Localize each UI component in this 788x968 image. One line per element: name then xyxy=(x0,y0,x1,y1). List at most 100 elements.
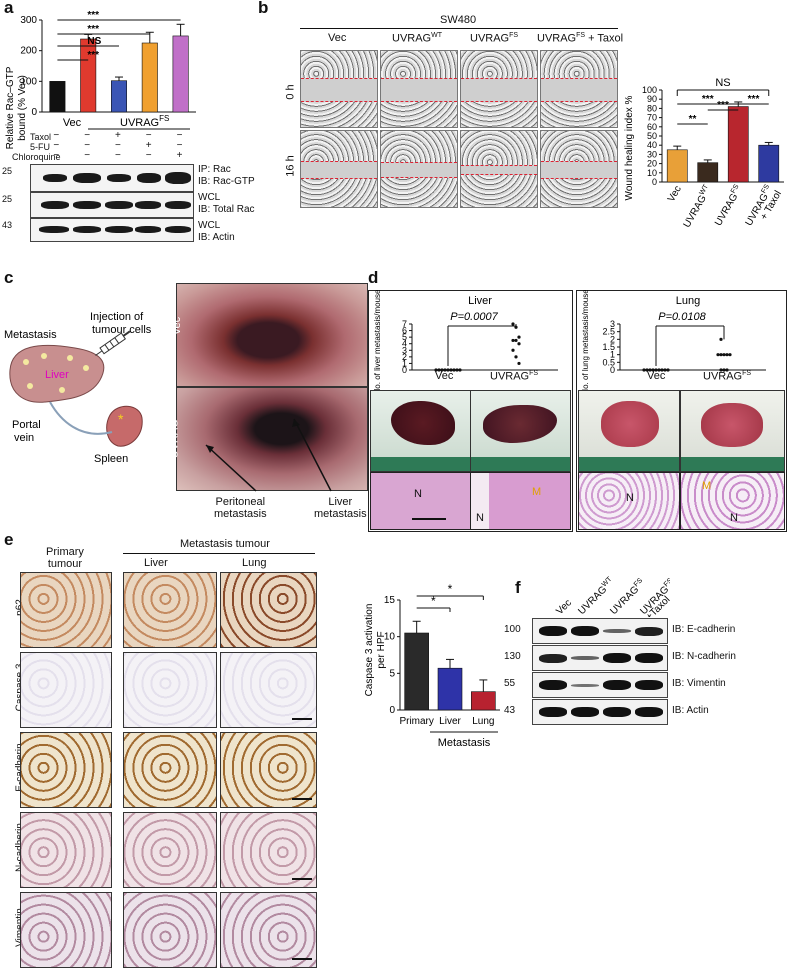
blot-a2-label2: IB: Total Rac xyxy=(198,204,255,215)
f-band xyxy=(571,656,599,660)
f-band xyxy=(571,626,599,636)
wound-gap xyxy=(461,78,537,102)
e-col-lung: Lung xyxy=(242,557,267,569)
treat-mark: − xyxy=(145,130,152,141)
y-tick-label: 0 xyxy=(610,365,615,375)
panel-b-title-rule xyxy=(300,28,618,29)
liver-x-vec: Vec xyxy=(435,370,454,382)
f-lane-vec: Vec xyxy=(554,598,574,617)
y-tick-label: 1.5 xyxy=(602,342,615,352)
panel-letter-b: b xyxy=(258,0,269,17)
lung-chart-ylabel: No. of lung metastasis/mouse xyxy=(581,290,590,390)
data-point xyxy=(455,368,459,372)
e-chart-significance: ** xyxy=(416,582,484,612)
ihc-cell-r3c0 xyxy=(20,812,112,888)
photo-arrows xyxy=(205,418,332,492)
ihc-cell-r1c1 xyxy=(123,652,217,728)
histo-scale-bar xyxy=(412,518,446,520)
treat-mark: + xyxy=(145,140,152,151)
panel-b-title: SW480 xyxy=(440,14,477,26)
panel-b-row-16h: 16 h xyxy=(284,155,297,177)
histo-letter-1: N xyxy=(414,488,422,500)
f-mw-2: 55 xyxy=(504,678,516,689)
y-tick-label: 70 xyxy=(647,113,657,123)
histo-lung-uvragfs xyxy=(680,472,785,530)
portal-vein xyxy=(49,401,113,435)
x-label-1: UVRAGWT xyxy=(681,183,715,230)
panel-b-col-fs-taxol: UVRAGFS + Taxol xyxy=(537,32,624,45)
data-point xyxy=(511,322,515,326)
panel-letter-a: a xyxy=(4,0,14,17)
panel-b-col-fs: UVRAGFS xyxy=(470,32,519,45)
treat-mark: − xyxy=(176,130,183,141)
y-tick-label: 90 xyxy=(647,94,657,104)
ihc-cell-r3c2 xyxy=(220,812,317,888)
data-point xyxy=(654,368,658,372)
f-label-0: IB: E-cadherin xyxy=(672,624,736,635)
treat-mark: − xyxy=(115,140,121,151)
treat-label-5fu: 5-FU xyxy=(30,142,50,152)
f-band xyxy=(603,680,631,690)
treat-mark: − xyxy=(53,150,60,161)
x-label-0: Vec xyxy=(666,184,684,204)
data-point xyxy=(648,368,652,372)
e-col-liver: Liver xyxy=(144,557,168,569)
sig-label: NS xyxy=(87,36,101,47)
panel-letter-e: e xyxy=(4,530,14,549)
y-tick-label: 40 xyxy=(647,140,657,150)
y-tick-label: 7 xyxy=(402,319,407,329)
blot-a3-label2: IB: Actin xyxy=(198,232,235,243)
bar-2 xyxy=(727,106,749,183)
histo-liver-uvragfs xyxy=(470,472,571,530)
data-point xyxy=(452,368,456,372)
x-label-3: UVRAGFS+ Taxol xyxy=(743,183,784,233)
e-chart-xlabels: Primary Liver Lung xyxy=(399,716,494,727)
data-point xyxy=(443,368,447,372)
panel-c-diagram: Metastasis Injection of tumour cells Liv… xyxy=(4,311,152,465)
data-point xyxy=(666,368,670,372)
data-point xyxy=(728,353,732,357)
data-point xyxy=(722,368,726,372)
data-point xyxy=(719,368,723,372)
bar-0 xyxy=(666,149,688,183)
wound-cell-r0c1 xyxy=(380,50,458,128)
diagram-injection-label: Injection of xyxy=(90,311,144,323)
spleen-label: Spleen xyxy=(94,453,128,465)
liver-chart-pvalue: P=0.0007 xyxy=(450,311,498,323)
wound-cell-r1c1 xyxy=(380,130,458,208)
data-point xyxy=(722,353,726,357)
sig-label: * xyxy=(448,582,453,596)
data-point xyxy=(514,338,518,343)
spleen-star-icon: * xyxy=(118,411,124,427)
panel-b-row-0h: 0 h xyxy=(284,84,297,100)
data-point xyxy=(434,368,438,372)
x-label-2: UVRAGFS xyxy=(712,183,745,228)
sig-label: *** xyxy=(702,94,714,105)
panel-f-lane-labels: Vec UVRAGWT UVRAGFS UVRAGFS+Taxol xyxy=(554,575,670,617)
histo-letter-6: N xyxy=(730,512,738,524)
blot-a1-label2: IB: Rac-GTP xyxy=(198,176,255,187)
histo-letter-4: N xyxy=(626,492,634,504)
bar-0 xyxy=(404,632,429,711)
bar-2 xyxy=(471,691,496,711)
panel-b-bars xyxy=(666,101,780,183)
e-chart-ylabel-1: Caspase 3 activation xyxy=(364,604,375,697)
ihc-cell-r4c1 xyxy=(123,892,217,968)
data-point xyxy=(517,335,521,339)
ihc-cell-r0c1 xyxy=(123,572,217,648)
lung-x-uvrag: UVRAGFS xyxy=(703,370,752,383)
f-band xyxy=(571,707,599,717)
y-tick-label: 0.5 xyxy=(602,357,615,367)
e-meta-rule xyxy=(123,553,315,554)
y-tick-label: 0 xyxy=(389,705,395,716)
panel-a-group-uvrag: UVRAGFS xyxy=(120,114,169,129)
wound-cell-r0c2 xyxy=(460,50,538,128)
blot-a1 xyxy=(30,164,194,192)
y-tick-label: 6 xyxy=(402,326,407,336)
blot-a2-label1: WCL xyxy=(198,192,221,203)
x-label-0: Primary xyxy=(399,716,433,727)
treat-mark: + xyxy=(115,130,121,141)
y-tick-label: 0 xyxy=(652,177,657,187)
panel-letter-c: c xyxy=(4,268,14,287)
